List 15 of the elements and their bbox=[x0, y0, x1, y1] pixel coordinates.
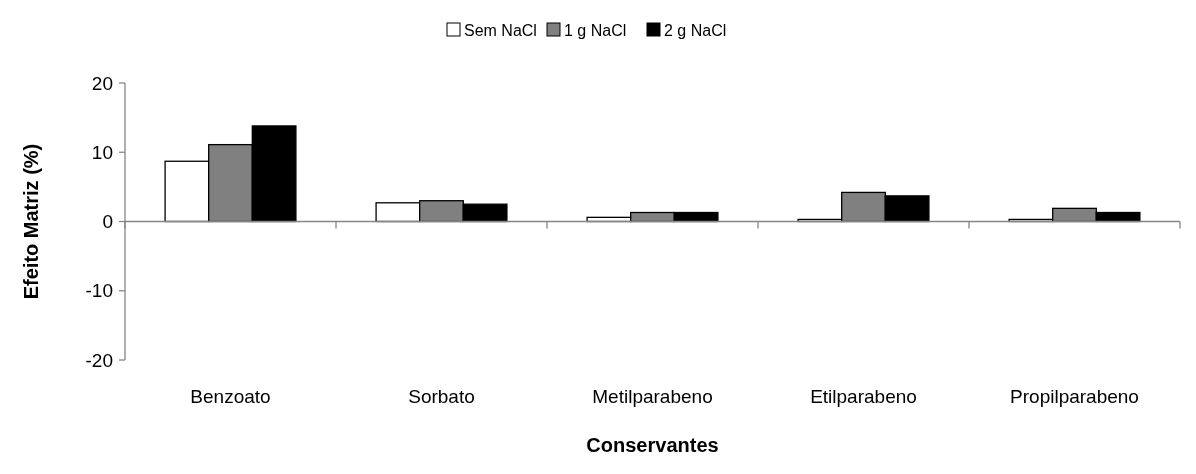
x-tick-label: Metilparabeno bbox=[592, 386, 713, 407]
y-tick-label: -10 bbox=[85, 280, 113, 302]
x-tick-label: Sorbato bbox=[408, 386, 475, 407]
legend-label: 1 g NaCl bbox=[564, 21, 627, 39]
legend-label: 2 g NaCl bbox=[664, 21, 727, 39]
y-tick-label: 0 bbox=[102, 211, 113, 233]
x-tick-label: Propilparabeno bbox=[1010, 386, 1139, 407]
x-tick-label: Benzoato bbox=[190, 386, 271, 407]
y-tick-label: 20 bbox=[91, 72, 113, 94]
x-tick-label: Etilparabeno bbox=[810, 386, 917, 407]
y-tick-label: -20 bbox=[85, 349, 113, 371]
y-tick-label: 10 bbox=[91, 141, 113, 163]
legend-label: Sem NaCl bbox=[464, 21, 537, 39]
x-axis-title: Conservantes bbox=[586, 434, 719, 456]
y-axis-title: Efeito Matriz (%) bbox=[20, 143, 42, 300]
